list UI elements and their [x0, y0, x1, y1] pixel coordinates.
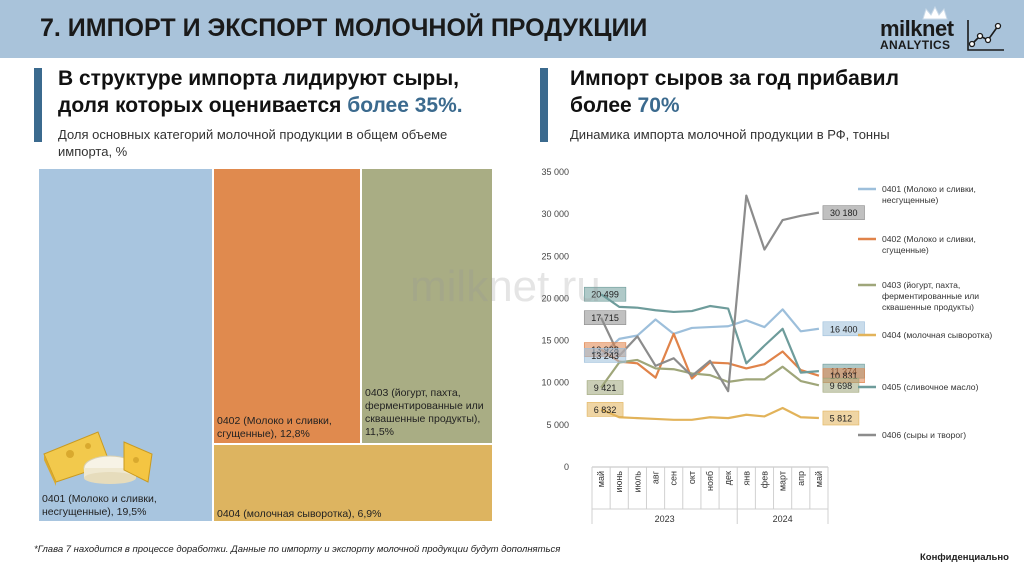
- cheese-icon: [43, 431, 153, 486]
- logo: milknet ANALYTICS: [880, 6, 1020, 56]
- footnote: *Глава 7 находится в процессе доработки.…: [34, 544, 561, 555]
- legend-label-line: 0406 (сыры и творог): [882, 430, 966, 440]
- legend-label-line: несгущенные): [882, 195, 938, 205]
- legend-label-line: сгущенные): [882, 245, 929, 255]
- x-tick-label: окт: [687, 471, 697, 484]
- x-tick-label: сен: [669, 471, 679, 486]
- data-label: 9 698: [830, 381, 853, 391]
- right-headline: Импорт сыров за год прибавил более 70%: [570, 65, 899, 119]
- data-label-box: [822, 377, 860, 393]
- data-label-box: [583, 310, 627, 325]
- legend-label-line: сквашенные продукты): [882, 302, 974, 312]
- y-tick-label: 15 000: [541, 336, 569, 346]
- data-label: 17 715: [591, 313, 619, 323]
- series-line: [600, 358, 820, 389]
- year-label: 2023: [655, 514, 675, 524]
- data-label: 9 421: [594, 383, 617, 393]
- legend-label: 0404 (молочная сыворотка): [882, 330, 992, 340]
- left-headline-line2: доля которых оценивается более 35%.: [58, 92, 463, 119]
- right-headline-line1: Импорт сыров за год прибавил: [570, 67, 899, 90]
- left-headline-line2-a: доля которых оценивается: [58, 94, 348, 117]
- treemap-label-0402: 0402 (Молоко и сливки, сгущенные), 12,8%: [217, 415, 332, 440]
- series-line: [600, 293, 820, 374]
- legend-label: 0406 (сыры и творог): [882, 430, 966, 440]
- x-tick-label: дек: [723, 471, 733, 485]
- y-tick-label: 10 000: [541, 378, 569, 388]
- data-label-box: [822, 321, 865, 337]
- legend-label: 0405 (сливочное масло): [882, 382, 979, 392]
- x-tick-label: июль: [632, 471, 642, 493]
- data-label-box: [822, 410, 860, 426]
- data-label: 5 812: [830, 414, 853, 424]
- series-line: [600, 194, 820, 393]
- left-subtitle: Доля основных категорий молочной продукц…: [58, 127, 448, 159]
- left-headline-line1: В структуре импорта лидируют сыры,: [58, 67, 460, 90]
- x-tick-label: июнь: [614, 471, 624, 493]
- treemap-cell-0403: [361, 168, 493, 444]
- y-tick-label: 0: [564, 462, 569, 472]
- legend-label-line: 0403 (йогурт, пахта,: [882, 280, 960, 290]
- legend-label-line: ферментированные или: [882, 291, 979, 301]
- legend-label: 0402 (Молоко и сливки, сгущенные): [882, 234, 976, 255]
- legend-label-line: 0402 (Молоко и сливки,: [882, 234, 976, 244]
- treemap-label-0401: 0401 (Молоко и сливки, несгущенные), 19,…: [42, 493, 157, 518]
- page-title: 7. ИМПОРТ И ЭКСПОРТ МОЛОЧНОЙ ПРОДУКЦИИ: [40, 14, 648, 42]
- treemap-cell-0402: [213, 168, 361, 444]
- right-headline-highlight: 70%: [637, 94, 680, 117]
- left-headline: В структуре импорта лидируют сыры, доля …: [58, 65, 463, 119]
- left-accent-bar: [34, 68, 42, 142]
- watermark: milknet.ru: [410, 262, 601, 311]
- right-headline-line2: более 70%: [570, 92, 899, 119]
- data-label-box: [583, 286, 627, 302]
- x-tick-label: фев: [759, 471, 769, 488]
- right-subtitle: Динамика импорта молочной продукции в РФ…: [570, 127, 890, 142]
- legend-label-line: 0404 (молочная сыворотка): [882, 330, 992, 340]
- y-tick-label: 30 000: [541, 209, 569, 219]
- x-tick-label: янв: [741, 471, 751, 486]
- data-label: 30 180: [830, 208, 858, 218]
- legend-label-line: 0401 (Молоко и сливки,: [882, 184, 976, 194]
- x-tick-label: май: [814, 471, 824, 487]
- left-headline-highlight: более 35%.: [347, 94, 463, 117]
- data-label: 16 400: [830, 324, 858, 334]
- data-label: 6 832: [594, 405, 617, 415]
- data-label: 13 243: [591, 351, 619, 361]
- treemap-cell-0404: [213, 444, 493, 522]
- x-tick-label: авг: [651, 470, 661, 484]
- x-tick-label: март: [778, 471, 788, 491]
- series-line: [600, 406, 819, 421]
- right-accent-bar: [540, 68, 548, 142]
- data-label-box: [586, 402, 624, 417]
- x-tick-label: нояб: [705, 471, 715, 491]
- confidential-label: Конфиденциально: [920, 552, 1009, 563]
- treemap-label-0404: 0404 (молочная сыворотка), 6,9%: [217, 508, 382, 520]
- data-label-box: [586, 380, 624, 395]
- y-tick-label: 20 000: [541, 293, 569, 303]
- x-tick-label: май: [596, 471, 606, 487]
- data-label-box: [583, 348, 627, 363]
- import-line-chart: 0 5 000 10 000 15 000 20 000 25 000 30 000 35 0…: [541, 167, 992, 524]
- data-label: 10 831: [830, 371, 858, 381]
- right-headline-line2-a: более: [570, 94, 638, 117]
- x-tick-label: апр: [796, 471, 806, 486]
- crown-icon: [922, 6, 948, 20]
- data-label: 20 499: [591, 290, 619, 300]
- legend-label-line: 0405 (сливочное масло): [882, 382, 979, 392]
- y-tick-label: 35 000: [541, 167, 569, 177]
- legend-label: 0403 (йогурт, пахта, ферментированные или…: [882, 280, 979, 312]
- series-line: [600, 308, 820, 357]
- treemap-label-0403: 0403 (йогурт, пахта, ферментированные ил…: [365, 387, 484, 438]
- data-label-box: [822, 205, 865, 220]
- year-label: 2024: [773, 514, 793, 524]
- header-bar: 7. ИМПОРТ И ЭКСПОРТ МОЛОЧНОЙ ПРОДУКЦИИ m…: [0, 0, 1024, 58]
- legend-label: 0401 (Молоко и сливки, несгущенные): [882, 184, 976, 205]
- logo-subtitle: ANALYTICS: [880, 38, 951, 52]
- analytics-chart-icon: [967, 20, 1004, 51]
- logo-name: milknet: [880, 16, 954, 41]
- y-tick-label: 25 000: [541, 251, 569, 261]
- y-tick-label: 5 000: [546, 420, 569, 430]
